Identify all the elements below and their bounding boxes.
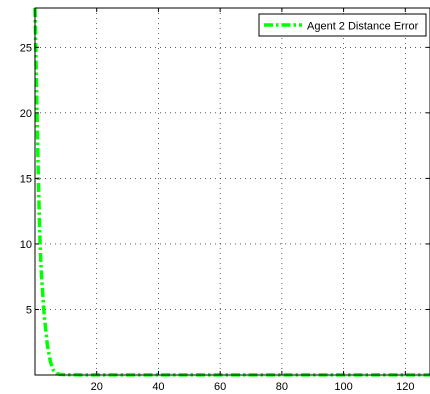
legend: Agent 2 Distance Error [258,13,427,37]
legend-box [258,13,427,37]
x-tick-label: 100 [334,381,352,393]
y-tick-label: 5 [26,304,32,316]
x-tick-label: 40 [152,381,164,393]
grid-lines [35,8,430,375]
legend-label: Agent 2 Distance Error [307,21,419,33]
y-axis: 5 10 15 20 25 [20,42,430,316]
x-tick-label: 80 [276,381,288,393]
y-tick-label: 10 [20,239,32,251]
y-tick-label: 15 [20,173,32,185]
y-tick-label: 25 [20,42,32,54]
plot-frame [34,7,430,376]
y-tick-label: 20 [20,108,32,120]
x-axis: 20 40 60 80 100 120 [91,8,414,393]
x-tick-label: 20 [91,381,103,393]
plot-background [35,8,430,375]
x-tick-label: 60 [214,381,226,393]
x-tick-label: 120 [396,381,414,393]
